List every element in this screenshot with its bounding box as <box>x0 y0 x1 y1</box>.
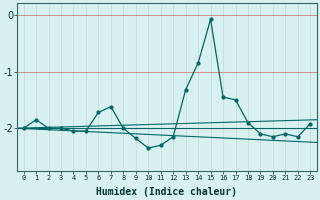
X-axis label: Humidex (Indice chaleur): Humidex (Indice chaleur) <box>96 186 237 197</box>
